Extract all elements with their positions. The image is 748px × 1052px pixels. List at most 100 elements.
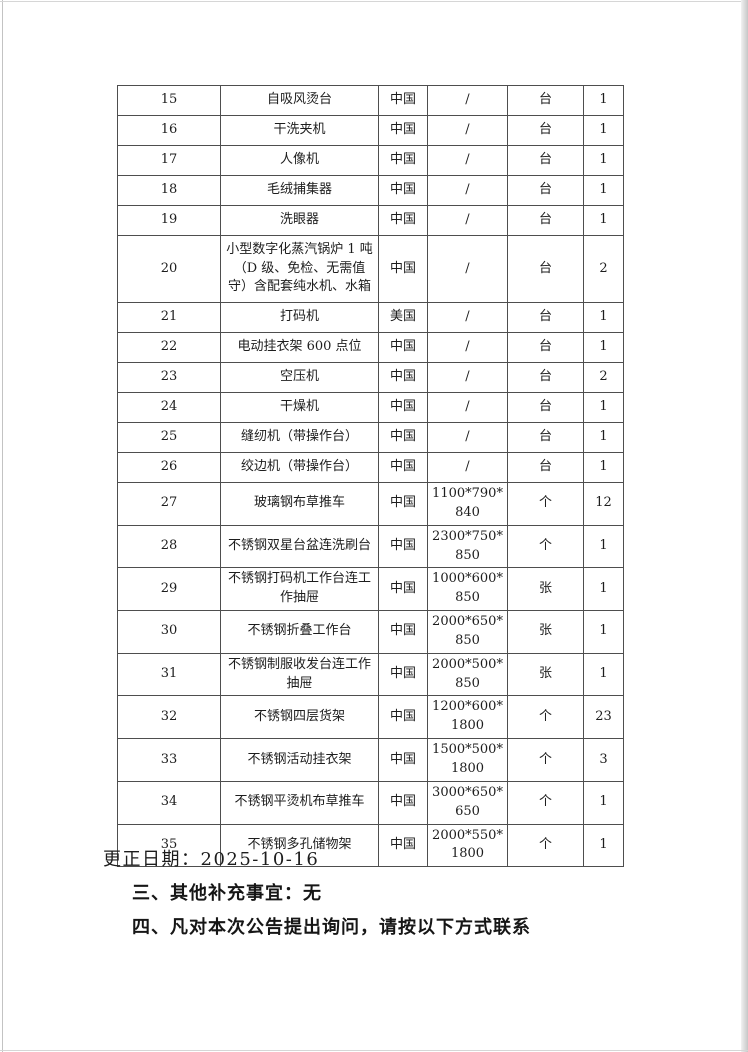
cell-spec: /: [427, 392, 508, 423]
cell-index: 31: [117, 652, 221, 697]
cell-index: 15: [117, 85, 221, 116]
cell-name: 打码机: [220, 302, 379, 333]
cell-name: 干洗夹机: [220, 115, 379, 146]
cell-quantity: 12: [583, 482, 624, 526]
cell-unit: 个: [507, 780, 584, 825]
cell-origin: 中国: [378, 823, 428, 868]
cell-index: 29: [117, 567, 221, 612]
cell-quantity: 2: [583, 362, 624, 393]
cell-spec: /: [427, 115, 508, 146]
table-row: 18 毛绒捕集器 中国 / 台 1: [117, 175, 624, 206]
cell-origin: 中国: [378, 175, 428, 206]
cell-spec: 2300*750*850: [427, 524, 508, 569]
cell-origin: 中国: [378, 235, 428, 303]
cell-unit: 台: [507, 392, 584, 423]
cell-quantity: 1: [583, 452, 624, 483]
table-row: 32 不锈钢四层货架 中国 1200*600*1800 个 23: [117, 695, 624, 740]
table-row: 17 人像机 中国 / 台 1: [117, 145, 624, 176]
cell-unit: 台: [507, 85, 584, 116]
cell-index: 28: [117, 524, 221, 569]
cell-index: 24: [117, 392, 221, 423]
cell-name: 不锈钢双星台盆连洗刷台: [220, 524, 379, 569]
scan-edge-bottom: [0, 1050, 748, 1051]
table-row: 30 不锈钢折叠工作台 中国 2000*650*850 张 1: [117, 610, 624, 654]
cell-quantity: 1: [583, 567, 624, 612]
cell-index: 26: [117, 452, 221, 483]
table-row: 25 缝纫机（带操作台） 中国 / 台 1: [117, 422, 624, 453]
cell-spec: 1000*600*850: [427, 567, 508, 612]
cell-name: 电动挂衣架 600 点位: [220, 332, 379, 363]
cell-origin: 中国: [378, 332, 428, 363]
cell-unit: 个: [507, 695, 584, 740]
cell-origin: 中国: [378, 695, 428, 740]
cell-quantity: 1: [583, 145, 624, 176]
cell-spec: /: [427, 422, 508, 453]
cell-unit: 个: [507, 524, 584, 569]
cell-spec: 2000*550*1800: [427, 823, 508, 868]
cell-name: 玻璃钢布草推车: [220, 482, 379, 526]
cell-name: 干燥机: [220, 392, 379, 423]
cell-name: 不锈钢打码机工作台连工作抽屉: [220, 567, 379, 612]
cell-index: 32: [117, 695, 221, 740]
cell-unit: 张: [507, 567, 584, 612]
cell-spec: 2000*500*850: [427, 652, 508, 697]
cell-name: 缝纫机（带操作台）: [220, 422, 379, 453]
cell-name: 不锈钢四层货架: [220, 695, 379, 740]
scan-edge-right: [741, 0, 748, 1052]
cell-quantity: 1: [583, 85, 624, 116]
cell-name: 空压机: [220, 362, 379, 393]
cell-quantity: 1: [583, 205, 624, 236]
cell-origin: 中国: [378, 85, 428, 116]
cell-origin: 中国: [378, 205, 428, 236]
table-row: 19 洗眼器 中国 / 台 1: [117, 205, 624, 236]
cell-index: 16: [117, 115, 221, 146]
cell-quantity: 1: [583, 823, 624, 868]
cell-name: 人像机: [220, 145, 379, 176]
cell-quantity: 3: [583, 738, 624, 782]
table-row: 16 干洗夹机 中国 / 台 1: [117, 115, 624, 146]
cell-unit: 个: [507, 482, 584, 526]
table-row: 27 玻璃钢布草推车 中国 1100*790*840 个 12: [117, 482, 624, 526]
cell-name: 不锈钢多孔储物架: [220, 823, 379, 868]
cell-index: 19: [117, 205, 221, 236]
cell-unit: 台: [507, 302, 584, 333]
correction-date-line: 更正日期：2025-10-16: [103, 849, 320, 870]
cell-name: 不锈钢折叠工作台: [220, 610, 379, 654]
cell-name: 不锈钢活动挂衣架: [220, 738, 379, 782]
cell-name: 绞边机（带操作台）: [220, 452, 379, 483]
cell-origin: 中国: [378, 652, 428, 697]
cell-index: 27: [117, 482, 221, 526]
cell-origin: 中国: [378, 780, 428, 825]
cell-index: 22: [117, 332, 221, 363]
cell-unit: 台: [507, 422, 584, 453]
cell-name: 不锈钢平烫机布草推车: [220, 780, 379, 825]
cell-quantity: 1: [583, 610, 624, 654]
cell-index: 18: [117, 175, 221, 206]
note-other-matters: 三、其他补充事宜：无: [132, 883, 322, 903]
cell-name: 自吸风烫台: [220, 85, 379, 116]
scan-edge-left: [2, 0, 3, 1052]
cell-index: 33: [117, 738, 221, 782]
table-row: 29 不锈钢打码机工作台连工作抽屉 中国 1000*600*850 张 1: [117, 567, 624, 612]
cell-spec: /: [427, 85, 508, 116]
cell-quantity: 23: [583, 695, 624, 740]
table-row: 34 不锈钢平烫机布草推车 中国 3000*650*650 个 1: [117, 780, 624, 825]
cell-name: 小型数字化蒸汽锅炉 1 吨（D 级、免检、无需值守）含配套纯水机、水箱: [220, 235, 379, 303]
cell-unit: 台: [507, 115, 584, 146]
cell-unit: 台: [507, 205, 584, 236]
cell-spec: /: [427, 362, 508, 393]
cell-name: 不锈钢制服收发台连工作抽屉: [220, 652, 379, 697]
cell-origin: 中国: [378, 422, 428, 453]
cell-origin: 中国: [378, 524, 428, 569]
cell-spec: /: [427, 205, 508, 236]
cell-spec: 2000*650*850: [427, 610, 508, 654]
cell-spec: /: [427, 452, 508, 483]
cell-spec: /: [427, 235, 508, 303]
cell-unit: 台: [507, 175, 584, 206]
table-row: 33 不锈钢活动挂衣架 中国 1500*500*1800 个 3: [117, 738, 624, 782]
cell-index: 30: [117, 610, 221, 654]
cell-index: 23: [117, 362, 221, 393]
cell-spec: 3000*650*650: [427, 780, 508, 825]
cell-unit: 台: [507, 452, 584, 483]
